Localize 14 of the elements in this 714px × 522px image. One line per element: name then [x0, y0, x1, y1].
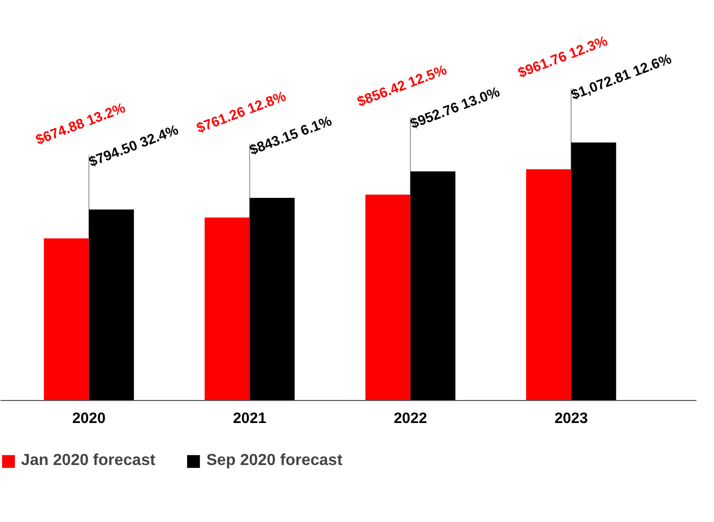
bar — [44, 238, 89, 401]
bar — [365, 194, 410, 401]
bar — [571, 142, 616, 401]
x-tick-label: 2021 — [232, 410, 266, 427]
bar — [410, 171, 456, 401]
x-tick-label: 2023 — [554, 410, 588, 427]
bar — [250, 198, 295, 401]
legend-label: Sep 2020 forecast — [206, 452, 342, 470]
bar — [88, 210, 134, 401]
bar — [526, 169, 572, 401]
x-tick-label: 2022 — [394, 410, 428, 427]
bar — [204, 218, 250, 401]
x-tick-label: 2020 — [72, 410, 106, 427]
legend-label: Jan 2020 forecast — [21, 452, 156, 470]
